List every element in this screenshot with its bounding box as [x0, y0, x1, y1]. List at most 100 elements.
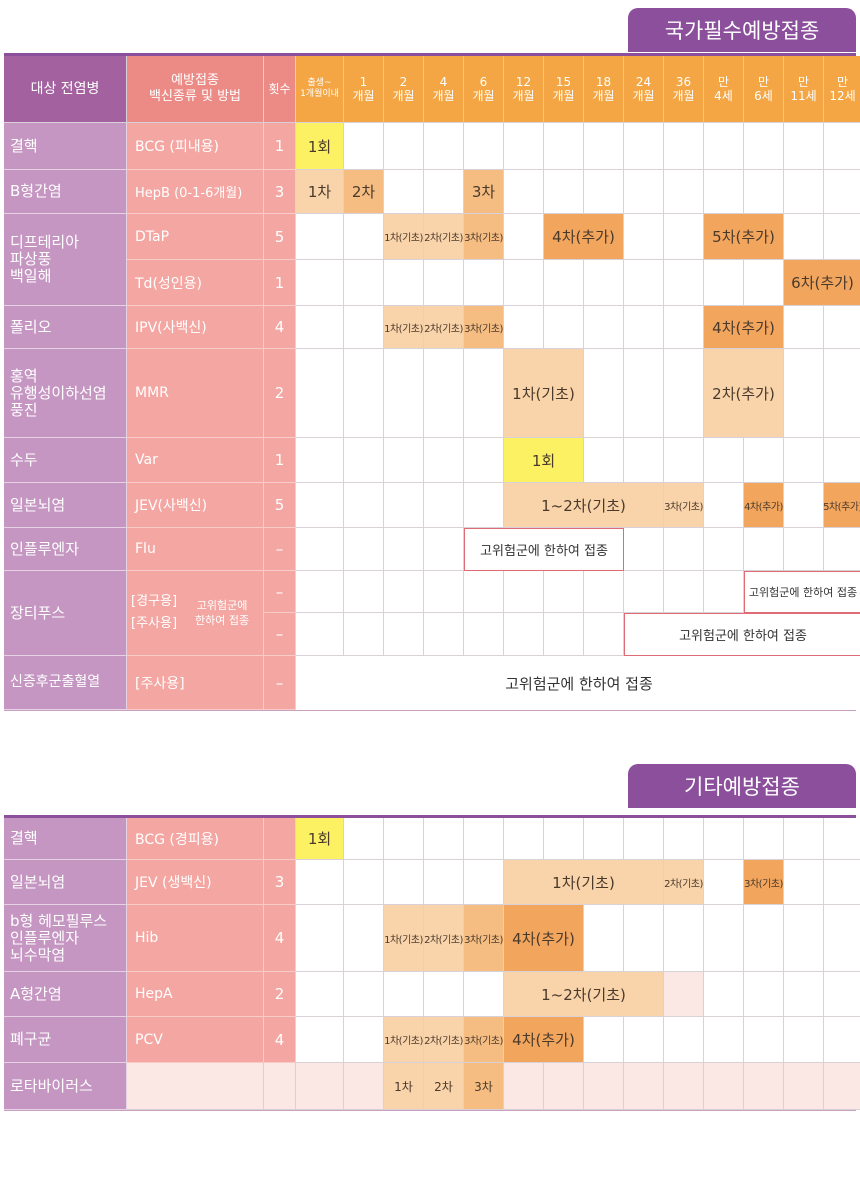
- vaccine-hfrs: [주사용]: [127, 656, 264, 710]
- schedule-ipv-3: 3차(기초): [464, 306, 504, 349]
- schedule-td-6: 6차(추가): [784, 260, 860, 306]
- other-schedule-pcv-4: 4차(추가): [504, 1017, 584, 1063]
- schedule-bcg-dose: 1회: [296, 123, 344, 170]
- schedule-ipv-1: 1차(기초): [384, 306, 424, 349]
- other-disease-pneumococcal: 폐구균: [4, 1017, 127, 1063]
- vaccine-typhoid-oral: [경구용]: [131, 594, 178, 609]
- disease-japanese-encephalitis: 일본뇌염: [4, 483, 127, 528]
- schedule-ipv-4: 4차(추가): [704, 306, 784, 349]
- disease-typhoid: 장티푸스: [4, 571, 127, 656]
- other-vaccine-pcv: PCV: [127, 1017, 264, 1063]
- header-age-4m: 4 개월: [424, 56, 464, 123]
- header-vaccine: 예방접종 백신종류 및 방법: [127, 56, 264, 123]
- other-schedule-hib-1: 1차(기초): [384, 905, 424, 972]
- other-vaccine-jev-live: JEV (생백신): [127, 860, 264, 905]
- schedule-mmr-1: 1차(기초): [504, 349, 584, 438]
- vaccine-typhoid: [경구용] [주사용] 고위험군에 한하여 접종: [127, 571, 264, 656]
- schedule-hepb-1: 1차: [296, 170, 344, 214]
- header-age-12m: 12 개월: [504, 56, 544, 123]
- section1-title: 국가필수예방접종: [664, 19, 820, 43]
- other-schedule-rota-3: 3차: [464, 1063, 504, 1110]
- count-mmr: 2: [264, 349, 296, 438]
- header-age-11y: 만 11세: [784, 56, 824, 123]
- other-schedule-bcg-dose: 1회: [296, 818, 344, 860]
- header-age-birth: 출생~ 1개월이내: [296, 56, 344, 123]
- disease-hfrs: 신증후군출혈열: [4, 656, 127, 710]
- other-vaccine-hib: Hib: [127, 905, 264, 972]
- schedule-flu-high-risk: 고위험군에 한하여 접종: [464, 528, 624, 571]
- count-hfrs: –: [264, 656, 296, 710]
- disease-tuberculosis: 결핵: [4, 123, 127, 170]
- other-disease-japanese-encephalitis: 일본뇌염: [4, 860, 127, 905]
- other-disease-hib: b형 헤모필루스 인플루엔자 뇌수막염: [4, 905, 127, 972]
- other-schedule-hib-4: 4차(추가): [504, 905, 584, 972]
- vaccine-ipv: IPV(사백신): [127, 306, 264, 349]
- schedule-jev-4: 4차(추가): [744, 483, 784, 528]
- count-td: 1: [264, 260, 296, 306]
- vaccine-mmr: MMR: [127, 349, 264, 438]
- typhoid-note-l1: 고위험군에: [196, 599, 248, 612]
- header-age-15m: 15 개월: [544, 56, 584, 123]
- header-age-18m: 18 개월: [584, 56, 624, 123]
- header-age-6y: 만 6세: [744, 56, 784, 123]
- other-disease-hepatitis-a: A형간염: [4, 972, 127, 1017]
- count-typhoid-oral: –: [264, 571, 296, 613]
- header-age-2m: 2 개월: [384, 56, 424, 123]
- count-ipv: 4: [264, 306, 296, 349]
- disease-varicella: 수두: [4, 438, 127, 483]
- vaccine-bcg: BCG (피내용): [127, 123, 264, 170]
- schedule-jev-3: 3차(기초): [664, 483, 704, 528]
- other-schedule-pcv-1: 1차(기초): [384, 1017, 424, 1063]
- count-hepb: 3: [264, 170, 296, 214]
- vaccine-dtap: DTaP: [127, 214, 264, 260]
- other-schedule-pcv-2: 2차(기초): [424, 1017, 464, 1063]
- disease-measles-mumps-rubella: 홍역 유행성이하선염 풍진: [4, 349, 127, 438]
- schedule-jev-1-2: 1~2차(기초): [504, 483, 664, 528]
- vaccine-flu: Flu: [127, 528, 264, 571]
- other-vaccination-table: 결핵 BCG (경피용) 1회 일본뇌염 JEV (생백신) 3 1차(기초) …: [4, 818, 860, 1111]
- other-schedule-jev-1: 1차(기초): [504, 860, 664, 905]
- schedule-dtap-3: 3차(기초): [464, 214, 504, 260]
- count-dtap: 5: [264, 214, 296, 260]
- other-schedule-hepa-1-2: 1~2차(기초): [504, 972, 664, 1017]
- schedule-hfrs-high-risk: 고위험군에 한하여 접종: [296, 656, 860, 710]
- count-var: 1: [264, 438, 296, 483]
- schedule-dtap-4: 4차(추가): [544, 214, 624, 260]
- other-schedule-jev-2: 2차(기초): [664, 860, 704, 905]
- schedule-var-dose: 1회: [504, 438, 584, 483]
- header-age-12y: 만 12세: [824, 56, 860, 123]
- vaccine-typhoid-injection: [주사용]: [131, 616, 178, 631]
- count-bcg: 1: [264, 123, 296, 170]
- header-age-6m: 6 개월: [464, 56, 504, 123]
- schedule-jev-5: 5차(추가): [823, 483, 860, 528]
- other-count-pcv: 4: [264, 1017, 296, 1063]
- other-count-hepa: 2: [264, 972, 296, 1017]
- other-schedule-hib-3: 3차(기초): [464, 905, 504, 972]
- schedule-dtap-2: 2차(기초): [424, 214, 464, 260]
- other-vaccine-hepa: HepA: [127, 972, 264, 1017]
- section1-divider: [4, 53, 856, 56]
- schedule-dtap-5: 5차(추가): [704, 214, 784, 260]
- schedule-hepb-2: 2차: [344, 170, 384, 214]
- other-disease-tuberculosis: 결핵: [4, 818, 127, 860]
- header-age-24m: 24 개월: [624, 56, 664, 123]
- section1-title-tab: 국가필수예방접종: [628, 8, 856, 52]
- vaccine-var: Var: [127, 438, 264, 483]
- other-count-bcg: [264, 818, 296, 860]
- schedule-mmr-2: 2차(추가): [704, 349, 784, 438]
- vaccine-td: Td(성인용): [127, 260, 264, 306]
- schedule-typhoid-oral: 고위험군에 한하여 접종: [744, 571, 860, 613]
- section2-divider: [4, 815, 856, 818]
- header-age-36m: 36 개월: [664, 56, 704, 123]
- disease-influenza: 인플루엔자: [4, 528, 127, 571]
- other-vaccine-bcg-percutaneous: BCG (경피용): [127, 818, 264, 860]
- other-schedule-rota-1: 1차: [384, 1063, 424, 1110]
- header-count: 횟수: [264, 56, 296, 123]
- other-schedule-jev-3: 3차(기초): [744, 860, 784, 905]
- typhoid-note-l2: 한하여 접종: [195, 614, 250, 627]
- header-age-4y: 만 4세: [704, 56, 744, 123]
- count-jev: 5: [264, 483, 296, 528]
- header-disease: 대상 전염병: [4, 56, 127, 123]
- other-schedule-hib-2: 2차(기초): [424, 905, 464, 972]
- schedule-typhoid-injection: 고위험군에 한하여 접종: [624, 613, 860, 656]
